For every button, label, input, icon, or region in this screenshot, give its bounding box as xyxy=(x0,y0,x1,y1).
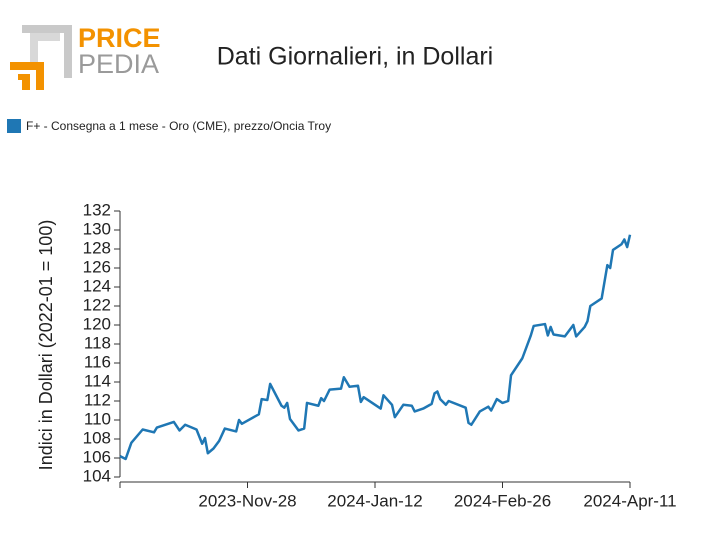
y-tick-label: 114 xyxy=(84,371,111,390)
legend-label: F+ - Consegna a 1 mese - Oro (CME), prez… xyxy=(26,119,331,133)
y-tick-label: 116 xyxy=(84,352,111,371)
y-tick-label: 132 xyxy=(83,200,111,219)
y-tick-label: 112 xyxy=(84,390,111,409)
y-tick-label: 128 xyxy=(83,238,111,257)
y-tick-label: 130 xyxy=(83,219,111,238)
y-tick-label: 120 xyxy=(83,314,111,333)
x-tick-label: 2023-Nov-28 xyxy=(198,491,296,510)
y-tick-label: 124 xyxy=(83,276,111,295)
legend-swatch xyxy=(7,119,21,133)
logo-mark xyxy=(10,25,72,90)
y-tick-label: 104 xyxy=(83,466,111,485)
x-tick-label: 2024-Feb-26 xyxy=(454,491,551,510)
y-tick-label: 122 xyxy=(83,295,111,314)
y-tick-label: 106 xyxy=(83,447,111,466)
y-tick-label: 118 xyxy=(84,333,111,352)
x-tick-label: 2024-Apr-11 xyxy=(583,491,676,510)
x-tick-label: 2024-Jan-12 xyxy=(327,491,422,510)
logo-text: PEDIA xyxy=(78,49,159,79)
logo-text: PRICE xyxy=(78,23,161,53)
data-line xyxy=(119,234,632,461)
y-tick-label: 108 xyxy=(83,428,111,447)
y-tick-label: 126 xyxy=(83,257,111,276)
y-axis-label: Indici in Dollari (2022-01 = 100) xyxy=(36,220,56,471)
y-tick-label: 110 xyxy=(84,409,111,428)
chart-title: Dati Giornalieri, in Dollari xyxy=(217,43,493,71)
